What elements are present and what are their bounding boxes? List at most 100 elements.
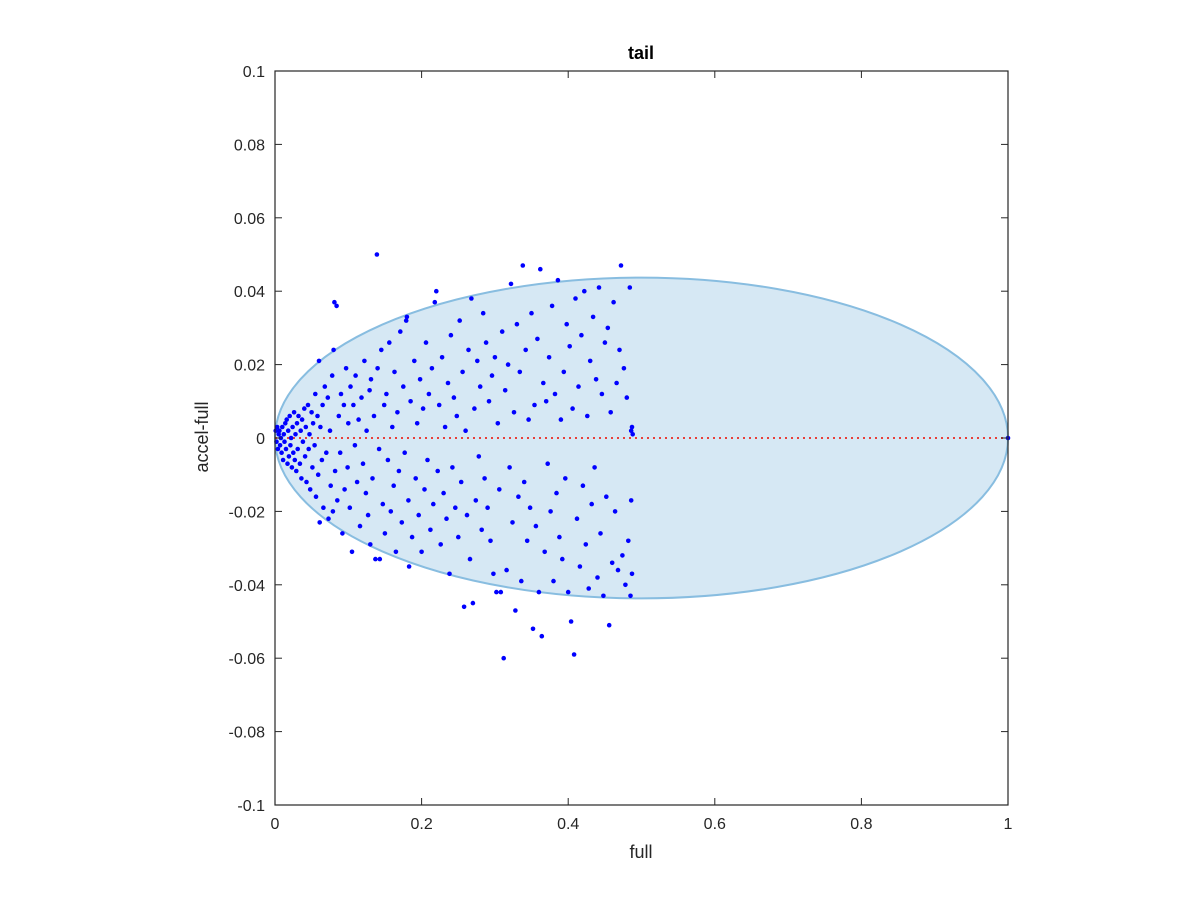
scatter-point bbox=[628, 593, 633, 599]
scatter-point bbox=[429, 366, 435, 371]
scatter-point bbox=[313, 391, 318, 397]
y-axis-label: accel-full bbox=[192, 401, 212, 472]
scatter-point bbox=[453, 505, 458, 511]
scatter-point bbox=[568, 619, 574, 624]
scatter-point bbox=[624, 395, 630, 400]
scatter-point bbox=[280, 457, 286, 463]
chart-title: tail bbox=[628, 43, 654, 63]
scatter-point bbox=[620, 553, 625, 558]
scatter-point bbox=[494, 589, 499, 595]
scatter-point bbox=[621, 366, 627, 371]
scatter-point bbox=[310, 465, 315, 470]
scatter-point bbox=[508, 281, 514, 287]
scatter-point bbox=[565, 589, 571, 595]
scatter-point bbox=[630, 432, 635, 437]
scatter-point bbox=[294, 468, 299, 474]
x-axis-label: full bbox=[629, 842, 652, 862]
scatter-point bbox=[392, 369, 397, 375]
scatter-point bbox=[328, 483, 334, 489]
scatter-point bbox=[390, 424, 395, 430]
scatter-point bbox=[585, 413, 590, 419]
scatter-point bbox=[507, 465, 512, 470]
scatter-point bbox=[467, 556, 473, 562]
scatter-point bbox=[505, 362, 511, 367]
scatter-point bbox=[436, 402, 442, 408]
scatter-point bbox=[615, 567, 621, 573]
scatter-point bbox=[367, 388, 372, 393]
x-tick-label: 0 bbox=[271, 816, 280, 833]
scatter-point bbox=[520, 263, 526, 268]
scatter-point bbox=[326, 516, 331, 521]
scatter-point bbox=[596, 285, 602, 290]
scatter-point bbox=[354, 479, 360, 485]
scatter-point bbox=[541, 380, 546, 386]
scatter-point bbox=[356, 417, 361, 422]
scatter-point bbox=[336, 413, 342, 419]
scatter-point bbox=[402, 450, 408, 456]
scatter-point bbox=[281, 432, 287, 437]
scatter-point bbox=[374, 252, 380, 257]
scatter-point bbox=[629, 571, 635, 577]
scatter-point bbox=[376, 446, 382, 452]
scatter-point bbox=[288, 443, 293, 448]
scatter-point bbox=[586, 586, 591, 591]
scatter-point bbox=[285, 461, 290, 467]
scatter-point bbox=[545, 461, 550, 467]
scatter-point bbox=[370, 476, 375, 481]
scatter-point bbox=[552, 391, 558, 397]
y-tick-label: 0.1 bbox=[243, 64, 265, 81]
x-tick-label: 0.6 bbox=[704, 816, 726, 833]
scatter-point bbox=[628, 428, 634, 434]
scatter-point bbox=[303, 424, 309, 430]
scatter-point bbox=[489, 373, 495, 378]
scatter-point bbox=[557, 534, 562, 540]
scatter-point bbox=[304, 479, 309, 485]
scatter-point bbox=[476, 454, 482, 459]
scatter-point bbox=[604, 494, 609, 500]
scatter-point bbox=[549, 303, 555, 309]
scatter-point bbox=[321, 505, 326, 511]
scatter-point bbox=[599, 391, 605, 397]
scatter-point bbox=[307, 487, 313, 492]
x-tick-label: 0.4 bbox=[557, 816, 579, 833]
scatter-point bbox=[409, 534, 415, 540]
scatter-point bbox=[576, 384, 581, 389]
scatter-point bbox=[451, 395, 457, 400]
scatter-point bbox=[419, 549, 424, 555]
scatter-point bbox=[542, 549, 547, 555]
scatter-point bbox=[617, 347, 622, 353]
y-tick-label: -0.06 bbox=[229, 651, 266, 668]
scatter-point bbox=[406, 564, 412, 569]
scatter-point bbox=[513, 608, 518, 613]
scatter-point bbox=[564, 321, 569, 327]
scatter-point bbox=[352, 443, 358, 448]
scatter-point bbox=[447, 571, 452, 577]
scatter-point bbox=[470, 600, 476, 606]
scatter-point bbox=[294, 421, 300, 426]
scatter-point bbox=[325, 395, 331, 400]
scatter-point bbox=[363, 490, 369, 496]
scatter-point bbox=[454, 413, 460, 419]
scatter-point bbox=[535, 336, 540, 342]
scatter-point bbox=[387, 340, 392, 345]
scatter-point bbox=[416, 512, 422, 518]
scatter-point bbox=[274, 424, 280, 430]
scatter-point bbox=[495, 421, 501, 426]
y-tick-label: 0.06 bbox=[234, 211, 265, 228]
scatter-point bbox=[611, 299, 616, 305]
scatter-point bbox=[282, 439, 287, 445]
scatter-point bbox=[521, 479, 527, 485]
scatter-point bbox=[571, 652, 577, 657]
scatter-point bbox=[444, 516, 449, 521]
scatter-point bbox=[580, 483, 586, 489]
scatter-point bbox=[442, 424, 448, 430]
scatter-point bbox=[391, 483, 397, 489]
scatter-point bbox=[435, 468, 441, 474]
scatter-point bbox=[554, 490, 559, 496]
scatter-point bbox=[324, 450, 329, 456]
scatter-point bbox=[574, 516, 580, 521]
scatter-point bbox=[626, 538, 631, 544]
scatter-point bbox=[469, 296, 474, 301]
scatter-point bbox=[291, 450, 296, 456]
